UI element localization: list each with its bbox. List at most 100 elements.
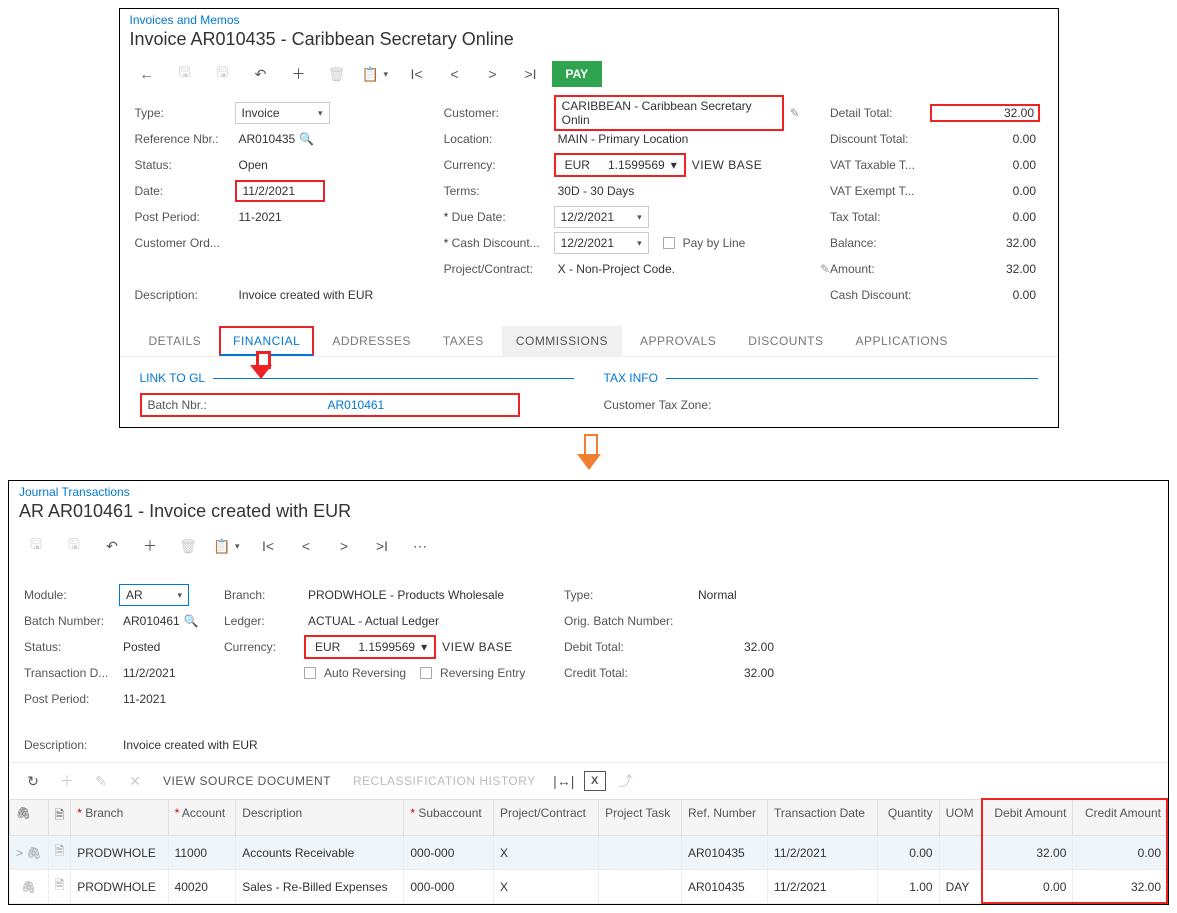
- table-row[interactable]: 🖇🗎PRODWHOLE40020Sales - Re-Billed Expens…: [10, 870, 1168, 904]
- th-qty[interactable]: Quantity: [878, 800, 939, 836]
- reclass-history-button[interactable]: RECLASSIFICATION HISTORY: [345, 770, 544, 792]
- back-icon[interactable]: ←: [130, 60, 164, 88]
- module-label: Module:: [24, 588, 119, 602]
- th-subaccount[interactable]: Subaccount: [404, 800, 494, 836]
- j-currency-code[interactable]: EUR: [307, 638, 348, 656]
- th-description[interactable]: Description: [236, 800, 404, 836]
- grid-refresh-icon[interactable]: ↻: [19, 769, 47, 793]
- batch-number-lookup-icon[interactable]: 🔍: [184, 614, 199, 628]
- annotation-arrow-icon: [250, 351, 272, 379]
- th-tdate[interactable]: Transaction Date: [768, 800, 878, 836]
- j-save-close-icon[interactable]: 🖫: [57, 532, 91, 560]
- j-nav-next-icon[interactable]: >: [327, 532, 361, 560]
- currency-code[interactable]: EUR: [557, 156, 598, 174]
- j-undo-icon[interactable]: ↶: [95, 532, 129, 560]
- batch-number-value[interactable]: AR010461: [119, 614, 180, 628]
- th-debit[interactable]: Debit Amount: [983, 800, 1073, 836]
- pay-button[interactable]: PAY: [552, 61, 603, 87]
- row-note-icon[interactable]: 🗎: [48, 870, 71, 904]
- j-currency-label: Currency:: [224, 640, 304, 654]
- page-title: Invoice AR010435 - Caribbean Secretary O…: [120, 27, 1058, 60]
- journal-breadcrumb[interactable]: Journal Transactions: [9, 481, 1168, 499]
- edit-project-icon[interactable]: ✎: [820, 262, 830, 276]
- breadcrumb-link[interactable]: Invoices and Memos: [120, 9, 1058, 27]
- tab-details[interactable]: DETAILS: [135, 326, 216, 356]
- j-nav-prev-icon[interactable]: <: [289, 532, 323, 560]
- nav-first-icon[interactable]: I<: [400, 60, 434, 88]
- delete-icon[interactable]: 🗑: [320, 60, 354, 88]
- th-uom[interactable]: UOM: [939, 800, 983, 836]
- grid-add-icon[interactable]: ＋: [53, 769, 81, 793]
- grid-fit-icon[interactable]: |↔|: [550, 769, 578, 793]
- j-clipboard-icon[interactable]: 📋▾: [209, 532, 247, 560]
- module-select[interactable]: AR▾: [119, 584, 189, 606]
- save-close-icon[interactable]: 🖫: [206, 60, 240, 88]
- currency-rate[interactable]: 1.1599569: [598, 156, 671, 174]
- th-account[interactable]: Account: [168, 800, 236, 836]
- th-project[interactable]: Project/Contract: [493, 800, 598, 836]
- tab-commissions[interactable]: COMMISSIONS: [502, 326, 622, 356]
- j-view-base-button[interactable]: VIEW BASE: [442, 640, 513, 654]
- cash-discount-date-input[interactable]: 12/2/2021▾: [554, 232, 649, 254]
- table-row[interactable]: > 🖇🗎PRODWHOLE11000Accounts Receivable000…: [10, 836, 1168, 870]
- cell-debit: 0.00: [983, 870, 1073, 904]
- cell-credit: 32.00: [1073, 870, 1168, 904]
- grid-delete-icon[interactable]: ✕: [121, 769, 149, 793]
- th-credit[interactable]: Credit Amount: [1073, 800, 1168, 836]
- date-value[interactable]: 11/2/2021: [235, 180, 325, 202]
- j-nav-last-icon[interactable]: >I: [365, 532, 399, 560]
- row-attach-icon[interactable]: > 🖇: [10, 836, 49, 870]
- cell-qty: 1.00: [878, 870, 939, 904]
- reference-nbr-label: Reference Nbr.:: [135, 132, 235, 146]
- j-add-icon[interactable]: ＋: [133, 532, 167, 560]
- auto-reversing-checkbox[interactable]: Auto Reversing: [304, 666, 406, 680]
- j-save-icon[interactable]: 🖫: [19, 532, 53, 560]
- reference-nbr-value[interactable]: AR010435: [235, 132, 296, 146]
- tab-discounts[interactable]: DISCOUNTS: [734, 326, 837, 356]
- project-value[interactable]: X - Non-Project Code.: [554, 262, 675, 276]
- tab-applications[interactable]: APPLICATIONS: [841, 326, 961, 356]
- j-currency-rate[interactable]: 1.1599569: [348, 638, 421, 656]
- view-source-button[interactable]: VIEW SOURCE DOCUMENT: [155, 770, 339, 792]
- save-icon[interactable]: 🖫: [168, 60, 202, 88]
- invoice-toolbar: ← 🖫 🖫 ↶ ＋ 🗑 📋▾ I< < > >I PAY: [120, 60, 1058, 100]
- th-ref[interactable]: Ref. Number: [682, 800, 768, 836]
- undo-icon[interactable]: ↶: [244, 60, 278, 88]
- currency-dropdown-icon[interactable]: ▾: [671, 158, 683, 172]
- clipboard-icon[interactable]: 📋▾: [358, 60, 396, 88]
- tab-approvals[interactable]: APPROVALS: [626, 326, 730, 356]
- cell-task: [599, 836, 682, 870]
- row-attach-icon[interactable]: 🖇: [10, 870, 49, 904]
- flow-arrow-icon: [577, 434, 601, 472]
- edit-customer-icon[interactable]: ✎: [790, 106, 800, 120]
- add-icon[interactable]: ＋: [282, 60, 316, 88]
- journal-panel: Journal Transactions AR AR010461 - Invoi…: [8, 480, 1169, 905]
- j-delete-icon[interactable]: 🗑: [171, 532, 205, 560]
- transaction-date-label: Transaction D...: [24, 666, 119, 680]
- type-label: Type:: [135, 106, 235, 120]
- grid-upload-icon[interactable]: ⤴: [612, 769, 640, 793]
- batch-nbr-link[interactable]: AR010461: [328, 398, 385, 412]
- pay-by-line-checkbox[interactable]: Pay by Line: [663, 236, 746, 250]
- nav-next-icon[interactable]: >: [476, 60, 510, 88]
- grid-export-icon[interactable]: X: [584, 771, 606, 791]
- view-base-button[interactable]: VIEW BASE: [692, 158, 763, 172]
- location-value: MAIN - Primary Location: [554, 132, 689, 146]
- j-nav-first-icon[interactable]: I<: [251, 532, 285, 560]
- j-more-icon[interactable]: ⋯: [403, 532, 437, 560]
- type-select[interactable]: Invoice▾: [235, 102, 330, 124]
- nav-prev-icon[interactable]: <: [438, 60, 472, 88]
- reversing-entry-checkbox[interactable]: Reversing Entry: [420, 666, 525, 680]
- customer-field[interactable]: CARIBBEAN - Caribbean Secretary Onlin: [554, 95, 784, 131]
- tab-taxes[interactable]: TAXES: [429, 326, 498, 356]
- j-currency-dropdown-icon[interactable]: ▾: [421, 640, 433, 654]
- tax-total-label: Tax Total:: [830, 210, 930, 224]
- grid-edit-icon[interactable]: ✎: [87, 769, 115, 793]
- tab-addresses[interactable]: ADDRESSES: [318, 326, 425, 356]
- row-note-icon[interactable]: 🗎: [48, 836, 71, 870]
- th-branch[interactable]: Branch: [71, 800, 168, 836]
- nav-last-icon[interactable]: >I: [514, 60, 548, 88]
- th-task[interactable]: Project Task: [599, 800, 682, 836]
- reference-nbr-lookup-icon[interactable]: 🔍: [299, 132, 314, 146]
- due-date-input[interactable]: 12/2/2021▾: [554, 206, 649, 228]
